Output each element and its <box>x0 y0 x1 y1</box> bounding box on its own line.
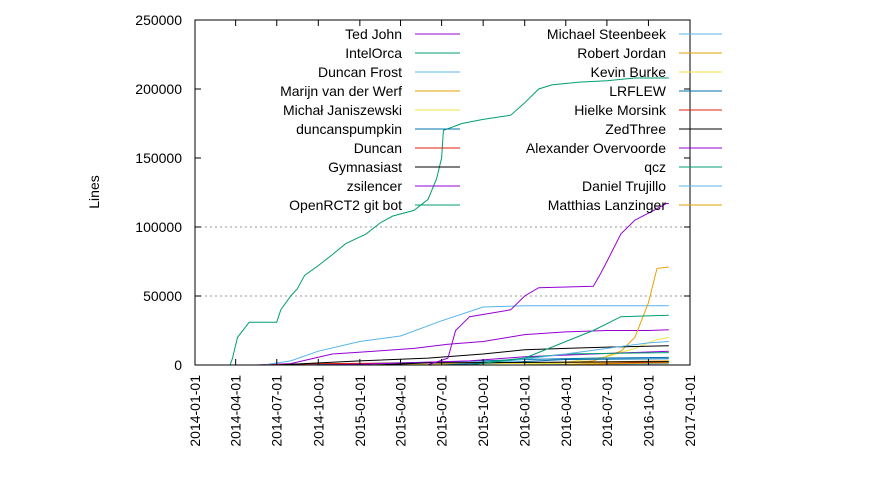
y-tick-label: 50000 <box>143 288 182 304</box>
x-tick-label: 2015-07-01 <box>434 375 450 447</box>
series-line <box>263 305 669 366</box>
y-tick-label: 250000 <box>135 12 182 28</box>
x-tick-label: 2014-04-01 <box>228 375 244 447</box>
x-tick-label: 2016-07-01 <box>599 375 615 447</box>
grid-lines <box>195 226 690 297</box>
x-tick-label: 2017-01-01 <box>682 375 698 447</box>
legend-label: Daniel Trujillo <box>582 178 666 194</box>
legend-label: ZedThree <box>605 121 666 137</box>
y-tick-label: 100000 <box>135 219 182 235</box>
legend-label: LRFLEW <box>609 83 667 99</box>
y-tick-label: 0 <box>174 357 182 373</box>
series-line <box>276 345 669 366</box>
x-tick-label: 2016-01-01 <box>517 375 533 447</box>
series-line <box>441 358 669 366</box>
legend-label: Kevin Burke <box>591 64 667 80</box>
x-axis: 2014-01-01 2014-04-01 2014-07-01 2014-10-01… <box>187 20 698 447</box>
x-tick-label: 2015-04-01 <box>392 375 408 447</box>
series-line <box>427 203 669 366</box>
plot-frame <box>194 19 691 366</box>
legend-label: duncanspumpkin <box>296 121 402 137</box>
legend-label: Michael Steenbeek <box>547 26 667 42</box>
legend-label: Robert Jordan <box>577 45 666 61</box>
y-tick-label: 200000 <box>135 81 182 97</box>
y-tick-label: 150000 <box>135 150 182 166</box>
legend-label: Marijn van der Werf <box>280 83 402 99</box>
legend-label: Alexander Overvoorde <box>526 140 666 156</box>
series-line <box>255 329 669 366</box>
legend-label: Matthias Lanzinger <box>548 197 667 213</box>
legend-label: OpenRCT2 git bot <box>289 197 402 213</box>
legend-label: Ted John <box>345 26 402 42</box>
series-line <box>469 314 669 366</box>
legend-label: IntelOrca <box>345 45 402 61</box>
legend-label: Michał Janiszewski <box>283 102 402 118</box>
legend-label: Duncan Frost <box>318 64 402 80</box>
x-tick-label: 2016-10-01 <box>640 375 656 447</box>
legend-label: Gymnasiast <box>328 159 402 175</box>
legend: Ted John IntelOrca Duncan Frost Marijn van … <box>280 26 722 213</box>
legend-label: Hielke Morsink <box>574 102 667 118</box>
y-axis: 0 50000 100000 150000 200000 250000 <box>135 12 690 373</box>
legend-label: Duncan <box>354 140 402 156</box>
series-line <box>229 77 669 366</box>
y-axis-label: Lines <box>86 175 102 208</box>
x-tick-label: 2014-07-01 <box>269 375 285 447</box>
x-tick-label: 2014-01-01 <box>187 375 203 447</box>
x-tick-label: 2015-10-01 <box>475 375 491 447</box>
legend-label: qcz <box>644 159 666 175</box>
legend-label: zsilencer <box>347 178 403 194</box>
series-line <box>373 361 669 366</box>
x-tick-label: 2014-10-01 <box>310 375 326 447</box>
x-tick-label: 2016-04-01 <box>558 375 574 447</box>
x-tick-label: 2015-01-01 <box>352 375 368 447</box>
